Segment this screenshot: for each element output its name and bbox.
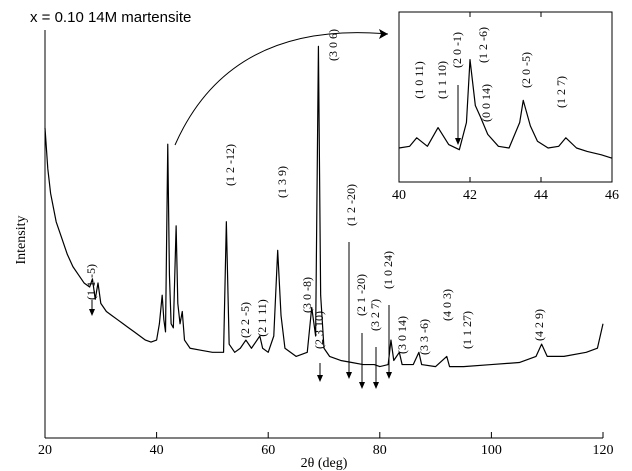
- y-axis-label: Intensity: [14, 216, 29, 265]
- peak-label: (1 1 27): [460, 311, 474, 349]
- peak-label: (3 0 6): [326, 29, 340, 61]
- peak-label: (4 2 9): [532, 309, 546, 341]
- peak-label: (1 0 11): [412, 61, 426, 99]
- peak-label: (2 3 10): [312, 311, 326, 349]
- spectrum-line: [398, 59, 613, 159]
- peak-label: (1 1 -5): [84, 264, 98, 300]
- peak-label: (3 0 14): [395, 316, 409, 354]
- peak-label: (3 0 -8): [300, 277, 314, 313]
- peak-label: (4 0 3): [440, 289, 454, 321]
- x-tick-label: 120: [593, 443, 614, 458]
- inset-frame: [398, 11, 613, 183]
- peak-arrows: [91, 85, 459, 385]
- chart-title: x = 0.10 14M martensite: [30, 9, 191, 26]
- peak-label: (1 3 9): [275, 166, 289, 198]
- peak-label: (2 0 -5): [519, 52, 533, 88]
- peak-label: (1 2 7): [554, 76, 568, 108]
- peak-label: (1 0 24): [381, 251, 395, 289]
- x-tick-label: 20: [38, 443, 52, 458]
- spectrum-line: [44, 45, 604, 368]
- x-tick-label: 40: [150, 443, 164, 458]
- x-tick-label: 44: [534, 188, 548, 203]
- x-tick-label: 60: [261, 443, 275, 458]
- x-tick-label: 46: [605, 188, 619, 203]
- peak-label: (1 2 -20): [344, 184, 358, 226]
- x-tick-label: 40: [392, 188, 406, 203]
- zoom-arrow-head: [379, 29, 388, 39]
- peak-label: (3 3 -6): [417, 319, 431, 355]
- x-tick-label: 42: [463, 188, 477, 203]
- peak-label: (2 1 11): [255, 299, 269, 337]
- x-tick-label: 100: [481, 443, 502, 458]
- peak-label: (2 2 -5): [238, 302, 252, 338]
- peak-label: (1 1 10): [435, 61, 449, 99]
- peak-label: (1 2 -6): [476, 27, 490, 63]
- zoom-arrow: [174, 32, 389, 146]
- peak-label: (0 0 14): [479, 84, 493, 122]
- peak-label: (2 1 -20): [354, 274, 368, 316]
- peak-arrow-heads: [89, 138, 461, 389]
- peak-label: (1 2 -12): [223, 144, 237, 186]
- x-axis-label: 2θ (deg): [301, 456, 348, 471]
- x-tick-label: 80: [373, 443, 387, 458]
- peak-label: (3 2 7): [368, 299, 382, 331]
- peak-label: (2 0 -1): [450, 32, 464, 68]
